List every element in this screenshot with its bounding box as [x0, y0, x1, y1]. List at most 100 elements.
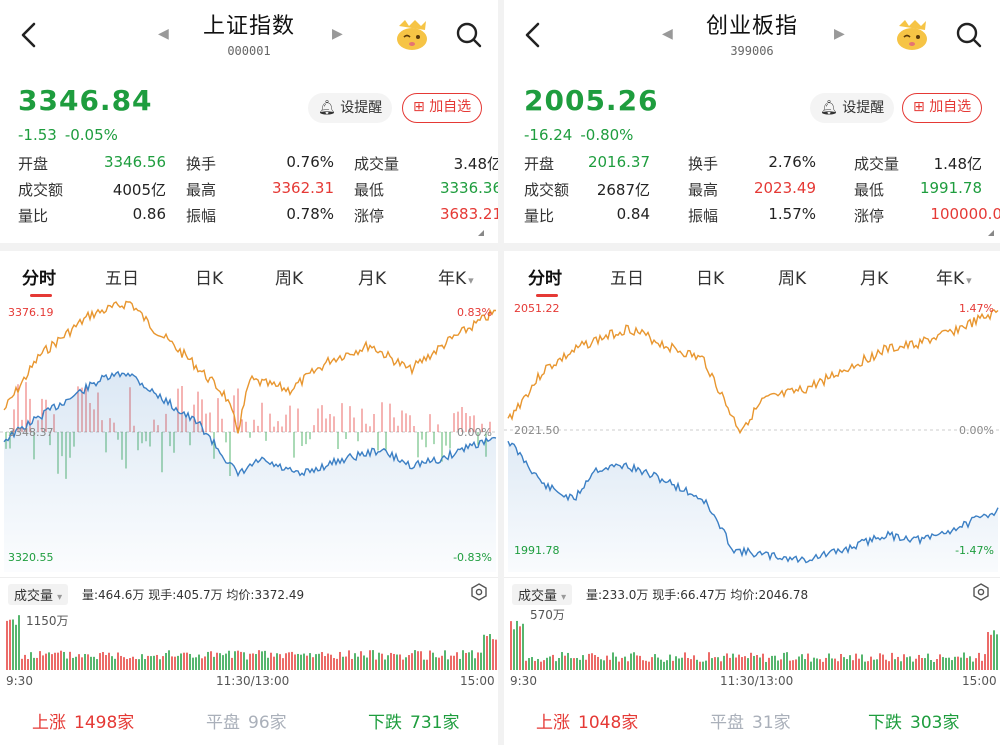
- mascot-icon[interactable]: [893, 18, 931, 52]
- volume-bar: [486, 636, 488, 670]
- mascot-icon[interactable]: [393, 18, 431, 52]
- tab-weekly-k[interactable]: 周K: [778, 269, 807, 289]
- volume-indicator-select[interactable]: 成交量 ▾: [8, 584, 69, 605]
- volume-header: 成交量 ▾ 量:233.0万 现手:66.47万 均价:2046.78: [504, 577, 1000, 605]
- tab-daily-k[interactable]: 日K: [195, 269, 224, 289]
- breadth-up-count: 1048家: [578, 713, 639, 733]
- quote-stats: 开盘 3346.56 换手 0.76% 成交量 3.48亿 成交额 4005亿 最高 33…: [18, 153, 498, 231]
- last-price: 2005.26: [524, 84, 659, 117]
- settings-hex-icon[interactable]: [972, 583, 990, 601]
- volume-bar: [138, 659, 140, 670]
- volume-bar: [867, 661, 869, 670]
- volume-bar: [9, 619, 11, 670]
- intraday-chart[interactable]: 2051.22 2021.50 1991.78 1.47% 0.00% -1.4…: [504, 300, 1000, 572]
- add-watchlist-label: 加自选: [429, 99, 472, 115]
- volume-bar: [927, 653, 929, 670]
- tab-daily-k[interactable]: 日K: [696, 269, 725, 289]
- volume-bar: [957, 656, 959, 670]
- volume-bar: [171, 656, 173, 670]
- volume-bar: [327, 653, 329, 670]
- add-watchlist-button[interactable]: ⊞ 加自选: [402, 93, 483, 123]
- volume-bar: [489, 634, 491, 670]
- volume-bar: [720, 661, 722, 670]
- volume-bar: [288, 652, 290, 670]
- market-breadth: 上涨 1498家 平盘 96家 下跌 731家: [0, 700, 498, 740]
- prev-index-icon[interactable]: ◀: [158, 26, 169, 42]
- stat-value: 0.84: [616, 205, 650, 223]
- price-change: -16.24 -0.80%: [524, 126, 633, 144]
- volume-bar: [87, 654, 89, 670]
- stat-label: 振幅: [186, 207, 217, 225]
- volume-bar: [606, 655, 608, 670]
- volume-bar: [474, 658, 476, 670]
- volume-bar: [399, 654, 401, 670]
- volume-bar: [783, 652, 785, 670]
- search-icon[interactable]: [954, 20, 984, 50]
- volume-bar: [663, 661, 665, 670]
- volume-bar: [726, 653, 728, 670]
- breadth-down-label: 下跌: [368, 713, 402, 733]
- settings-hex-icon[interactable]: [470, 583, 488, 601]
- volume-bar: [879, 653, 881, 670]
- tab-weekly-k[interactable]: 周K: [275, 269, 304, 289]
- volume-bar: [885, 659, 887, 670]
- stat-label: 最低: [854, 181, 885, 199]
- tab-monthly-k[interactable]: 月K: [860, 269, 889, 289]
- stat-value: 3362.31: [271, 179, 334, 197]
- volume-bar: [618, 661, 620, 670]
- prev-index-icon[interactable]: ◀: [662, 26, 673, 42]
- back-arrow-icon[interactable]: [14, 18, 44, 52]
- tab-intraday[interactable]: 分时: [22, 269, 56, 289]
- volume-bar: [183, 652, 185, 670]
- volume-bar: [483, 634, 485, 670]
- change-percent: -0.05%: [64, 126, 118, 144]
- volume-bar: [861, 654, 863, 670]
- volume-max-label: 1150万: [26, 614, 69, 628]
- tab-yearly-k[interactable]: 年K ▾: [438, 264, 474, 289]
- tab-yearly-k[interactable]: 年K ▾: [936, 264, 972, 289]
- tab-five-day[interactable]: 五日: [105, 269, 139, 289]
- volume-indicator-select[interactable]: 成交量 ▾: [512, 584, 573, 605]
- volume-bar: [555, 661, 557, 670]
- section-divider: [0, 243, 498, 251]
- tab-monthly-k[interactable]: 月K: [358, 269, 387, 289]
- volume-bar: [291, 651, 293, 670]
- volume-bar: [729, 657, 731, 670]
- blue-area-fill: [508, 441, 998, 572]
- volume-chart: 570万: [504, 606, 1000, 670]
- intraday-chart[interactable]: 3376.19 3348.37 3320.55 0.83% 0.00% -0.8…: [0, 300, 498, 572]
- back-arrow-icon[interactable]: [518, 18, 548, 52]
- volume-bar: [351, 658, 353, 670]
- next-index-icon[interactable]: ▶: [332, 26, 343, 42]
- search-icon[interactable]: [454, 20, 484, 50]
- expand-corner-icon[interactable]: [988, 230, 994, 236]
- volume-bar: [786, 652, 788, 670]
- next-index-icon[interactable]: ▶: [834, 26, 845, 42]
- volume-bar: [336, 658, 338, 670]
- add-watchlist-button[interactable]: ⊞ 加自选: [902, 93, 983, 123]
- volume-max-label: 570万: [530, 608, 565, 622]
- volume-bar: [222, 655, 224, 670]
- expand-corner-icon[interactable]: [478, 230, 484, 236]
- stat-label: 量比: [524, 207, 555, 225]
- volume-chart-svg: [510, 620, 998, 670]
- breadth-down-count: 303家: [910, 713, 960, 733]
- volume-bar: [600, 659, 602, 670]
- change-percent: -0.80%: [580, 126, 634, 144]
- volume-bar: [639, 655, 641, 670]
- volume-bar: [942, 657, 944, 670]
- volume-bar: [579, 659, 581, 670]
- panel-divider: [498, 0, 504, 745]
- volume-bar: [948, 657, 950, 670]
- volume-bar: [717, 657, 719, 670]
- set-alert-label: 设提醒: [340, 100, 383, 116]
- set-alert-button[interactable]: 🔔︎ 设提醒: [810, 93, 895, 123]
- volume-bar: [564, 655, 566, 670]
- volume-bar: [372, 650, 374, 670]
- set-alert-button[interactable]: 🔔︎ 设提醒: [308, 93, 393, 123]
- tab-five-day[interactable]: 五日: [610, 269, 644, 289]
- volume-bar: [453, 655, 455, 670]
- volume-bar: [822, 661, 824, 670]
- volume-bar: [258, 650, 260, 670]
- tab-intraday[interactable]: 分时: [528, 269, 562, 289]
